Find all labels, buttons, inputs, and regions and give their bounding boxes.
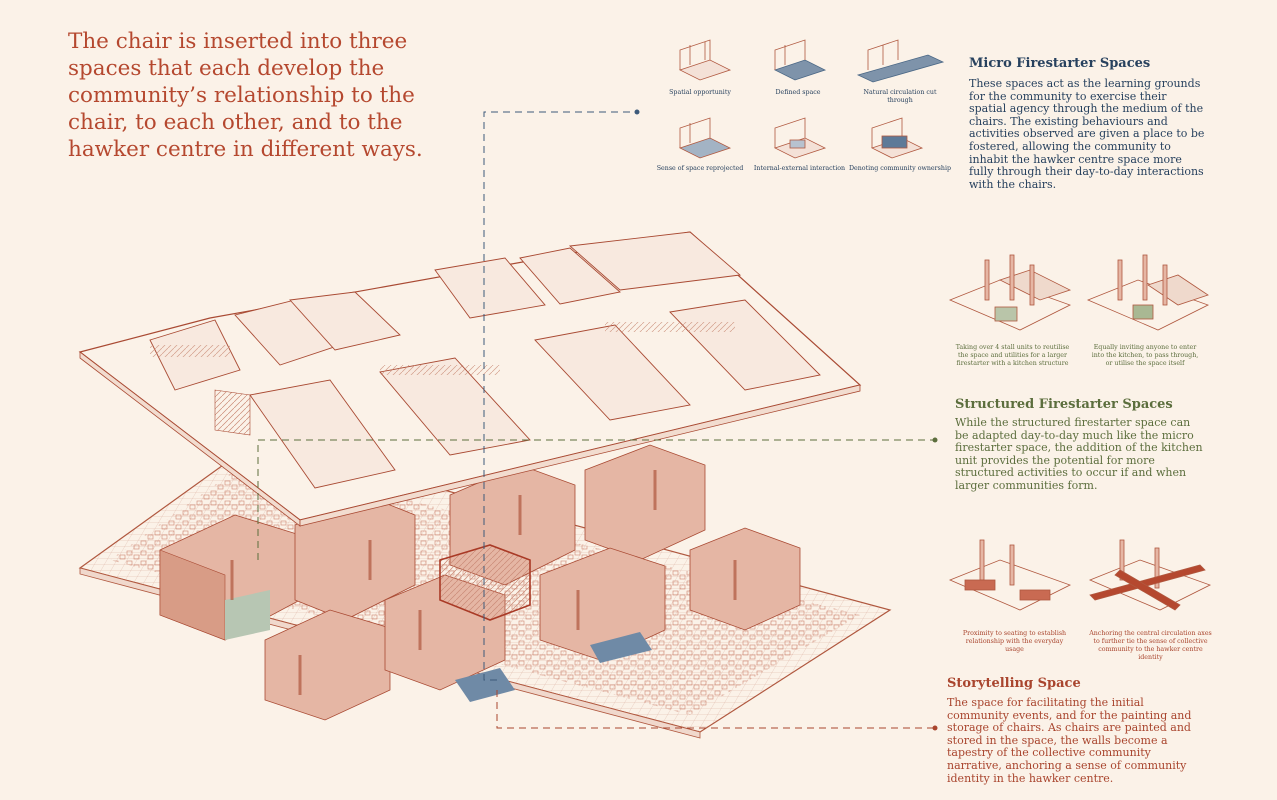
ground-floor-plan bbox=[78, 439, 892, 739]
structured-firestarter-description: While the structured firestarter space c… bbox=[955, 416, 1203, 492]
micro-caption-5: Internal-external interaction bbox=[753, 165, 846, 172]
roof-exploded bbox=[78, 231, 862, 527]
micro-firestarter-title: Micro Firestarter Spaces bbox=[969, 56, 1151, 71]
storytelling-description: The space for facilitating the initial c… bbox=[947, 696, 1192, 785]
storytelling-title: Storytelling Space bbox=[947, 676, 1081, 691]
structured-diagrams bbox=[948, 254, 1210, 331]
leader-lines bbox=[257, 111, 935, 729]
micro-caption-1: Spatial opportunity bbox=[669, 89, 731, 96]
micro-diagrams bbox=[678, 39, 945, 159]
storytelling-diagrams bbox=[948, 539, 1212, 611]
structured-caption-1: Taking over 4 stall units to reutilise t… bbox=[955, 344, 1070, 367]
micro-firestarter-description: These spaces act as the learning grounds… bbox=[969, 77, 1205, 191]
structured-firestarter-title: Structured Firestarter Spaces bbox=[955, 397, 1173, 412]
micro-caption-4: Sense of space reprojected bbox=[656, 165, 744, 172]
micro-caption-3: Natural circulation cut through bbox=[863, 89, 937, 104]
micro-caption-6: Denoting community ownership bbox=[848, 165, 952, 172]
micro-caption-2: Defined space bbox=[775, 89, 821, 96]
structured-caption-2: Equally inviting anyone to enter into th… bbox=[1091, 344, 1199, 367]
storytelling-caption-2: Anchoring the central circulation axes t… bbox=[1089, 630, 1212, 661]
storytelling-caption-1: Proximity to seating to establish relati… bbox=[962, 630, 1067, 653]
intro-heading: The chair is inserted into three spaces … bbox=[68, 29, 423, 162]
